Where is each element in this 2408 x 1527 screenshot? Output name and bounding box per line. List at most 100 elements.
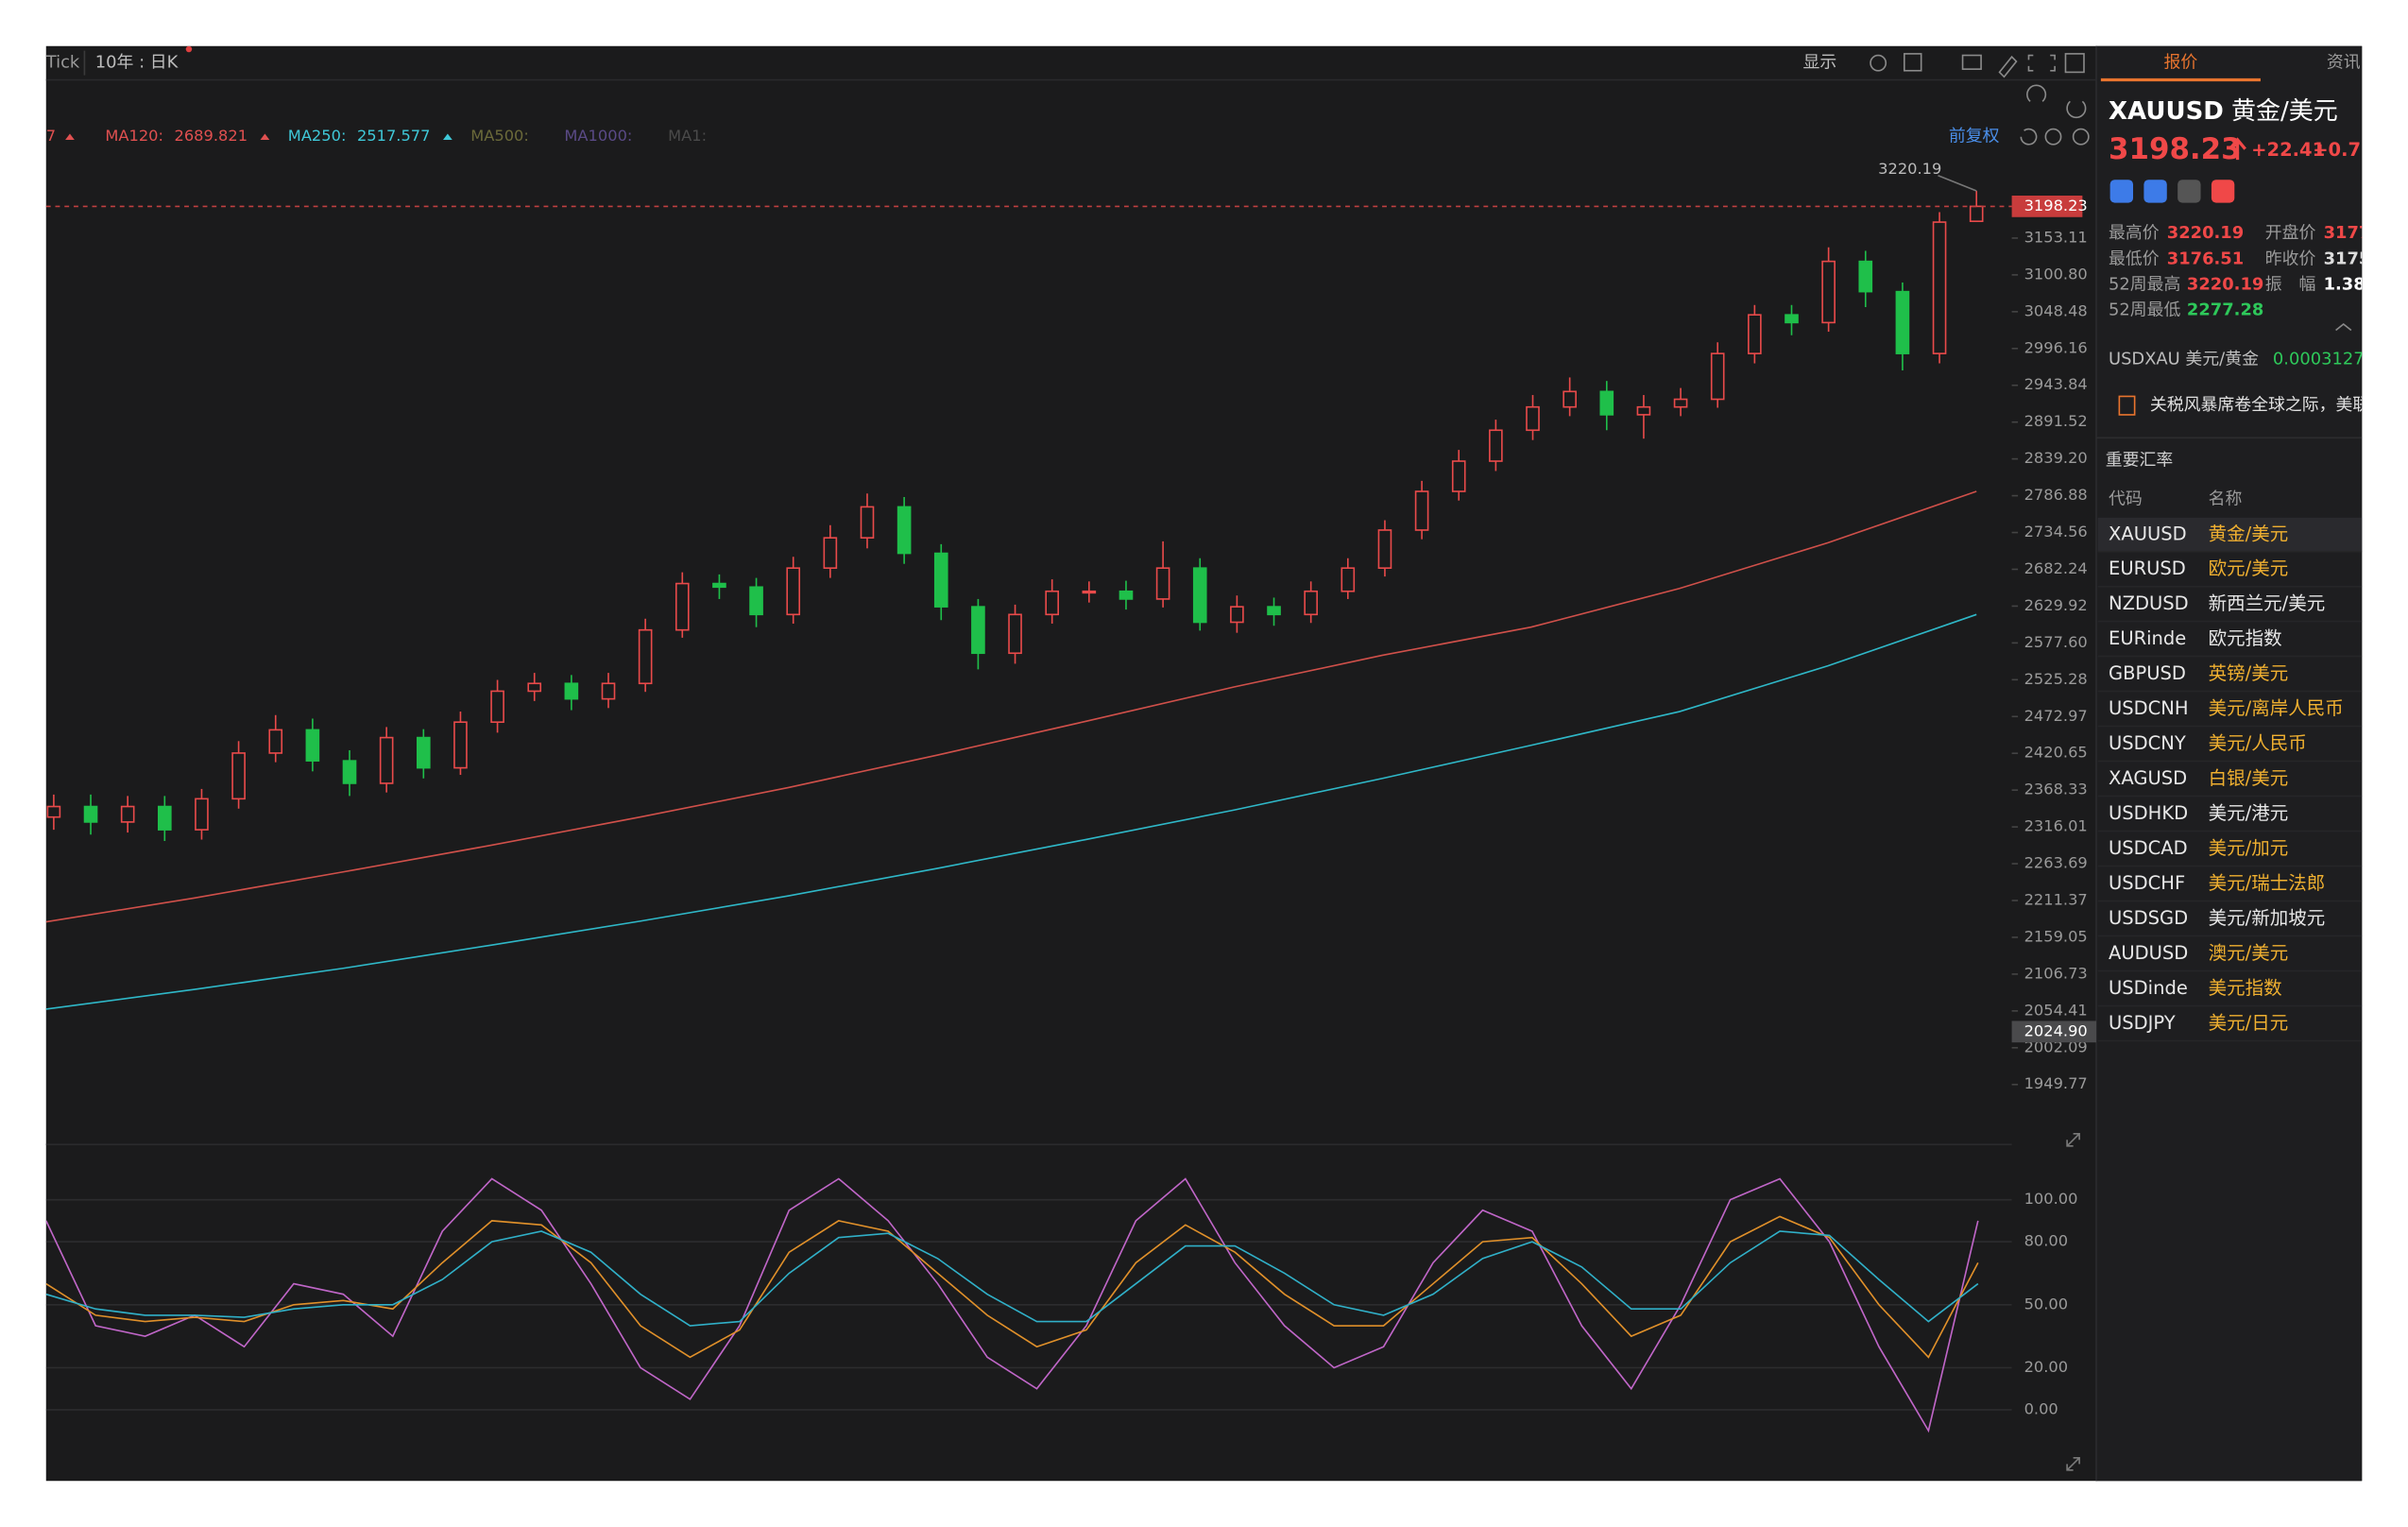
rate-name[interactable]: 白银/美元: [2209, 767, 2289, 789]
stat-value: 3220.19: [2167, 223, 2244, 243]
stat-label: 52周最高: [2109, 274, 2180, 294]
rate-code[interactable]: USDCHF: [2109, 872, 2185, 894]
ma-label: MA250:: [288, 127, 347, 145]
y-tick-label: 0.00: [2024, 1399, 2058, 1417]
last-price-box: [2011, 196, 2083, 217]
stat-label: 开盘价: [2265, 223, 2316, 243]
rate-name[interactable]: 美元/港元: [2209, 802, 2289, 824]
candle-body: [1636, 405, 1651, 416]
y-tick-label: 2525.28: [2024, 670, 2088, 688]
candle-body: [1821, 260, 1836, 324]
candle-body: [1895, 290, 1910, 354]
dot: [185, 45, 193, 53]
rate-code[interactable]: EURUSD: [2109, 558, 2186, 579]
toolbar-icons[interactable]: [1870, 53, 2090, 146]
y-tick-label: 20.00: [2024, 1358, 2069, 1376]
action-icons[interactable]: [2109, 180, 2235, 203]
rate-name[interactable]: 美元/日元: [2209, 1012, 2289, 1034]
rate-name[interactable]: 美元/加元: [2209, 837, 2289, 859]
rate-name[interactable]: 黄金/美元: [2209, 523, 2289, 544]
rate-code[interactable]: USDCNY: [2109, 732, 2186, 754]
tick-tab[interactable]: Tick: [45, 53, 80, 73]
rate-code[interactable]: USDSGD: [2109, 907, 2188, 929]
y-tick-label: 80.00: [2024, 1232, 2069, 1250]
candle-body: [823, 537, 838, 569]
candle-body: [453, 721, 468, 769]
rate-name[interactable]: 美元/新加坡元: [2209, 907, 2326, 929]
candle-body: [120, 805, 135, 823]
y-tick-label: 2159.05: [2024, 927, 2088, 945]
y-tick-label: 2996.16: [2024, 338, 2088, 356]
candle-body: [231, 752, 246, 800]
rate-name[interactable]: 英镑/美元: [2209, 662, 2289, 684]
high-pointer: [1938, 175, 1977, 192]
candle-body: [1489, 429, 1503, 462]
rate-code[interactable]: GBPUSD: [2109, 662, 2186, 684]
rate-code[interactable]: AUDUSD: [2109, 942, 2188, 964]
rate-code[interactable]: USDHKD: [2109, 802, 2188, 824]
candle-body: [675, 582, 690, 631]
y-tick-label: 2839.20: [2024, 449, 2088, 467]
news[interactable]: 关税风暴席卷全球之际，美联: [2150, 395, 2369, 415]
candle-body: [1710, 352, 1725, 401]
rate-code[interactable]: USDCNH: [2109, 697, 2189, 719]
candle-body: [1045, 590, 1060, 616]
y-tick-label: 3153.11: [2024, 228, 2088, 246]
tab[interactable]: 资讯: [2327, 53, 2361, 73]
rate-name[interactable]: 欧元/美元: [2209, 558, 2289, 579]
candle-body: [1599, 390, 1614, 416]
y-tick-label: 100.00: [2024, 1190, 2078, 1208]
candle-body: [83, 805, 98, 823]
ma-label: MA1000:: [564, 127, 632, 145]
y-tick-label: 2316.01: [2024, 817, 2088, 835]
candle-body: [195, 798, 209, 831]
rate-code[interactable]: XAGUSD: [2109, 767, 2187, 789]
candle-body: [1267, 606, 1281, 616]
inverse-value: 0.0003127: [2273, 349, 2365, 369]
rate-name[interactable]: 美元指数: [2209, 977, 2282, 999]
candle-body: [1414, 490, 1429, 531]
collapse[interactable]: [2335, 322, 2352, 332]
y-tick-label: 2106.73: [2024, 964, 2088, 982]
y-tick-label: 2577.60: [2024, 633, 2088, 651]
stat-value: 2277.28: [2187, 300, 2263, 320]
candle-body: [342, 760, 357, 784]
rate-code[interactable]: USDCAD: [2109, 837, 2188, 859]
rate-name[interactable]: 欧元指数: [2209, 627, 2282, 649]
candle-body: [1563, 390, 1577, 408]
main: Tick 10年 : 日K 显示 前复权 7 MA120: 2689.821 MA25…: [45, 45, 2371, 1471]
rate-code[interactable]: USDinde: [2109, 977, 2188, 999]
rate-name[interactable]: 新西兰元/美元: [2209, 592, 2326, 614]
y-tick-label: 2734.56: [2024, 523, 2088, 540]
rate-code[interactable]: NZDUSD: [2109, 592, 2189, 614]
expand-icons[interactable]: [2066, 1132, 2080, 1471]
y-tick-label: 3048.48: [2024, 301, 2088, 319]
ma-arrow: [442, 133, 453, 140]
period-select[interactable]: 10年 : 日K: [95, 53, 179, 73]
rate-name[interactable]: 美元/瑞士法郎: [2209, 872, 2326, 894]
rate-name[interactable]: 美元/离岸人民币: [2209, 697, 2344, 719]
candle-body: [897, 506, 912, 555]
stat-value: 3177: [2324, 223, 2371, 243]
candle-body: [786, 567, 801, 616]
candle-body: [601, 682, 616, 700]
ma-line: [45, 490, 1977, 923]
tab[interactable]: 报价: [2164, 53, 2198, 73]
rate-name[interactable]: 美元/人民币: [2209, 732, 2307, 754]
rate-name[interactable]: 澳元/美元: [2209, 942, 2289, 964]
adjust-mode[interactable]: 前复权: [1949, 127, 2000, 146]
y-tick-label: 1949.77: [2024, 1074, 2088, 1092]
candle-body: [1008, 613, 1022, 655]
last-price-label: 3198.23: [2024, 197, 2088, 214]
ma-label: MA1:: [668, 127, 707, 145]
y-tick-label: 2629.92: [2024, 596, 2088, 614]
rate-code[interactable]: USDJPY: [2109, 1012, 2176, 1034]
candle-body: [1082, 590, 1097, 594]
candle-body: [564, 682, 579, 700]
display-menu[interactable]: 显示: [1802, 53, 1836, 73]
candle-body: [1932, 221, 1947, 354]
rate-code[interactable]: XAUUSD: [2109, 523, 2187, 544]
candle-body: [158, 805, 172, 831]
rate-code[interactable]: EURinde: [2109, 627, 2186, 649]
